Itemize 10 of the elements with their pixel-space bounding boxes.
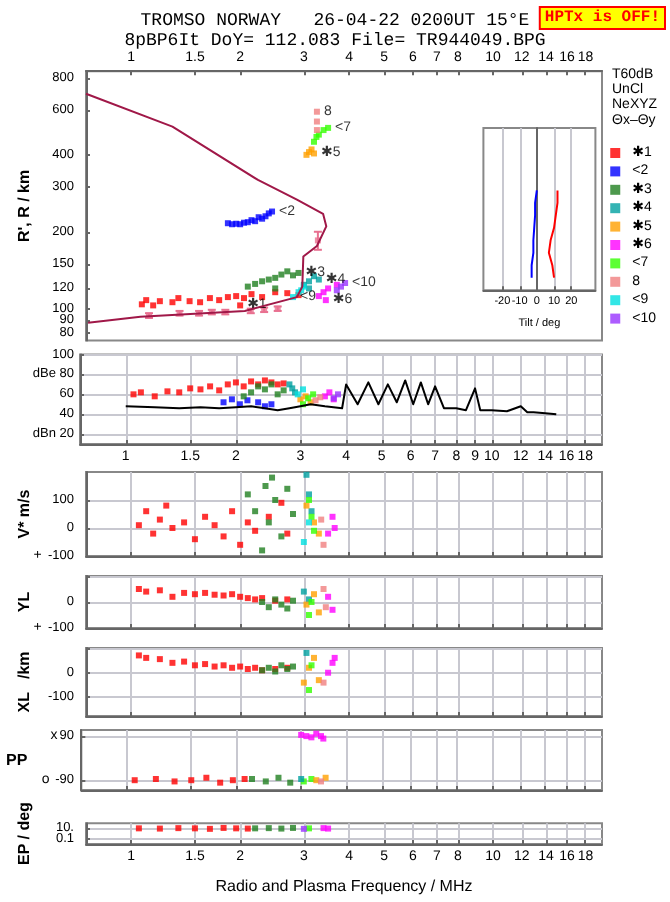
y-axis-title: R', R / km — [15, 169, 33, 243]
y-axis-title: EP / deg — [15, 801, 33, 865]
chart-subtitle: 8pBP6It DoY= 112.083 File= TR944049.BPG — [124, 31, 546, 51]
x-axis-title: Radio and Plasma Frequency / MHz — [215, 877, 473, 895]
y-axis-title: YL — [15, 591, 33, 613]
text: HPTx is OFF! — [544, 9, 660, 27]
y-axis-title: XL /km — [15, 651, 33, 713]
y-axis-title: PP — [6, 751, 29, 769]
chart-title: TROMSO NORWAY 26-04-22 0200UT 15°E — [140, 11, 530, 31]
y-axis-title: V* m/s — [15, 488, 33, 539]
